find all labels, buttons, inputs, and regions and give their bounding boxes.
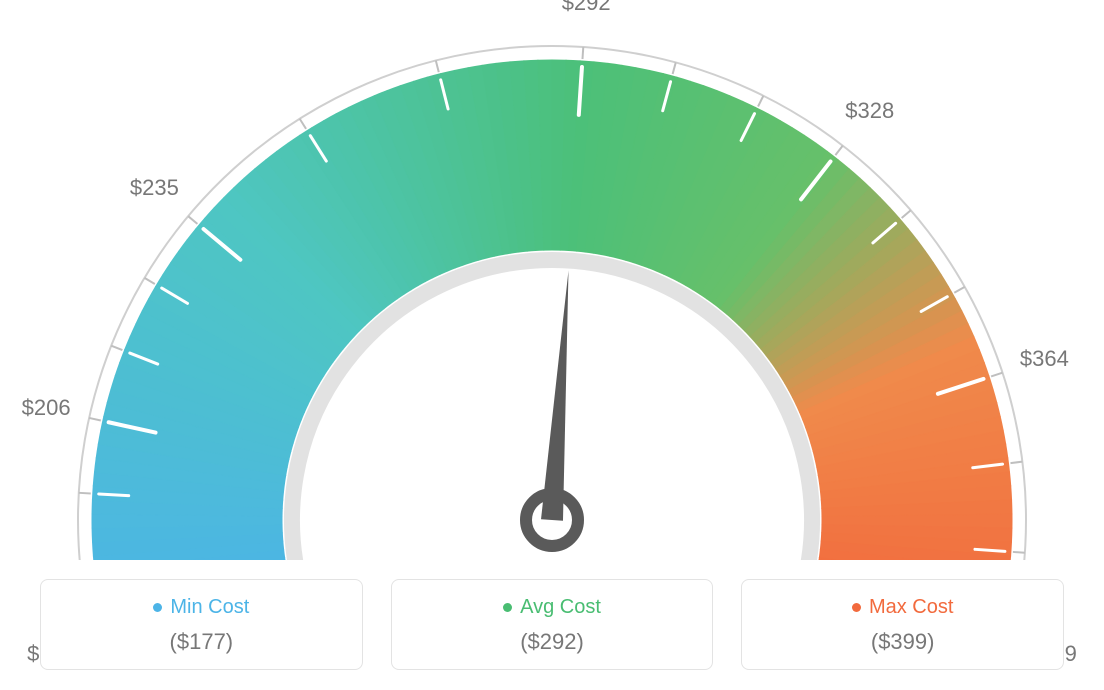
avg-cost-title: Avg Cost — [520, 596, 601, 619]
avg-cost-title-row: Avg Cost — [503, 596, 601, 619]
avg-cost-value: ($292) — [402, 629, 703, 655]
avg-dot-icon — [503, 603, 512, 612]
min-dot-icon — [153, 603, 162, 612]
gauge-tick-label: $235 — [130, 175, 179, 201]
min-cost-value: ($177) — [51, 629, 352, 655]
max-cost-title-row: Max Cost — [852, 596, 953, 619]
max-cost-title: Max Cost — [869, 596, 953, 619]
max-dot-icon — [852, 603, 861, 612]
max-cost-card: Max Cost ($399) — [741, 579, 1064, 670]
avg-cost-card: Avg Cost ($292) — [391, 579, 714, 670]
min-cost-title: Min Cost — [170, 596, 249, 619]
summary-cards: Min Cost ($177) Avg Cost ($292) Max Cost… — [40, 579, 1064, 670]
max-cost-value: ($399) — [752, 629, 1053, 655]
min-cost-title-row: Min Cost — [153, 596, 249, 619]
min-cost-card: Min Cost ($177) — [40, 579, 363, 670]
gauge-svg — [0, 0, 1104, 560]
gauge-tick-label: $364 — [1020, 346, 1069, 372]
gauge-tick-label: $328 — [845, 98, 894, 124]
gauge-cost-chart: $177$206$235$292$328$364$399 Min Cost ($… — [0, 0, 1104, 690]
gauge-tick-label: $206 — [22, 395, 71, 421]
gauge-tick-label: $292 — [562, 0, 611, 16]
gauge-area: $177$206$235$292$328$364$399 — [0, 0, 1104, 560]
